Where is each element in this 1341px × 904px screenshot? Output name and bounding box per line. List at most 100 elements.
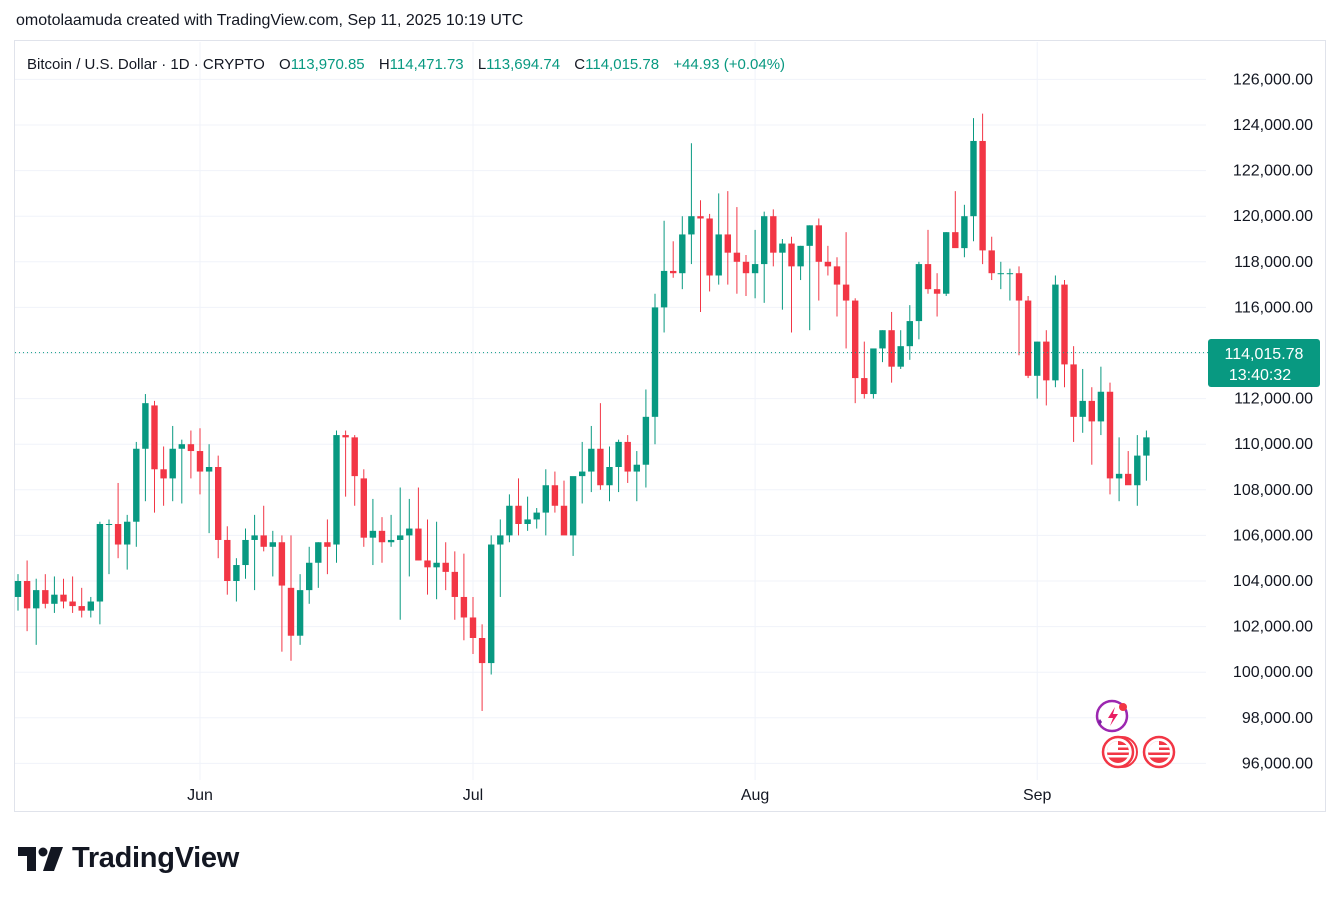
candle[interactable]: [624, 435, 631, 483]
candle[interactable]: [105, 519, 113, 575]
candle[interactable]: [897, 330, 904, 369]
candle[interactable]: [1061, 280, 1068, 388]
candle[interactable]: [1043, 330, 1050, 406]
us-flag-event-icon-1[interactable]: [1101, 735, 1138, 769]
candle[interactable]: [506, 494, 513, 543]
candle[interactable]: [1088, 387, 1095, 465]
candle[interactable]: [60, 578, 67, 609]
candle[interactable]: [660, 220, 668, 333]
candle[interactable]: [933, 273, 941, 317]
candle[interactable]: [1015, 266, 1023, 356]
candle[interactable]: [151, 400, 158, 513]
candle[interactable]: [124, 514, 131, 570]
candle[interactable]: [178, 439, 185, 504]
candle[interactable]: [906, 305, 913, 360]
candle[interactable]: [351, 435, 358, 506]
candle[interactable]: [742, 254, 750, 296]
candle[interactable]: [797, 245, 804, 281]
candle[interactable]: [406, 498, 413, 577]
candle[interactable]: [524, 496, 531, 531]
candle[interactable]: [296, 574, 304, 645]
candle[interactable]: [770, 209, 777, 267]
candle[interactable]: [51, 576, 58, 613]
candle[interactable]: [160, 446, 167, 506]
candle[interactable]: [1134, 435, 1141, 506]
candle[interactable]: [1006, 268, 1014, 301]
candle[interactable]: [569, 476, 577, 556]
candle[interactable]: [588, 425, 595, 493]
candle[interactable]: [287, 535, 295, 661]
candle[interactable]: [369, 498, 377, 566]
candle[interactable]: [679, 216, 686, 290]
candle[interactable]: [342, 430, 349, 497]
candle[interactable]: [852, 298, 859, 404]
candle[interactable]: [788, 236, 795, 333]
candle[interactable]: [542, 469, 549, 536]
candle[interactable]: [815, 218, 822, 301]
tradingview-branding[interactable]: TradingView: [18, 842, 239, 875]
candle[interactable]: [42, 574, 49, 609]
candle[interactable]: [33, 578, 40, 645]
candle[interactable]: [460, 553, 468, 641]
candle[interactable]: [451, 551, 458, 620]
candle[interactable]: [242, 528, 249, 579]
candle[interactable]: [1125, 451, 1132, 486]
candle[interactable]: [997, 261, 1004, 290]
candle[interactable]: [1070, 346, 1077, 442]
candle[interactable]: [442, 542, 449, 591]
chart-frame[interactable]: [14, 40, 1326, 812]
candle[interactable]: [306, 546, 313, 604]
candle[interactable]: [142, 394, 149, 502]
candle[interactable]: [315, 542, 322, 588]
candle[interactable]: [779, 239, 786, 310]
candle[interactable]: [1106, 382, 1114, 495]
candle[interactable]: [196, 428, 204, 495]
candle[interactable]: [269, 530, 276, 577]
candle[interactable]: [633, 451, 640, 502]
candle[interactable]: [497, 519, 504, 597]
candle[interactable]: [96, 521, 104, 625]
candle[interactable]: [469, 596, 477, 654]
candle[interactable]: [551, 471, 559, 513]
candle[interactable]: [715, 193, 722, 285]
candle[interactable]: [278, 535, 286, 652]
candle[interactable]: [133, 441, 140, 547]
candle[interactable]: [1079, 368, 1086, 433]
candle[interactable]: [215, 455, 222, 559]
candle[interactable]: [833, 257, 841, 317]
candle[interactable]: [842, 232, 850, 349]
candle[interactable]: [415, 487, 422, 561]
us-flag-event-icon-2[interactable]: [1142, 735, 1176, 769]
candle[interactable]: [961, 204, 968, 258]
candle[interactable]: [751, 229, 759, 299]
candle[interactable]: [943, 232, 950, 296]
candle[interactable]: [169, 425, 176, 502]
candle[interactable]: [761, 211, 768, 303]
candle[interactable]: [824, 245, 832, 276]
candle[interactable]: [1143, 430, 1150, 481]
candle[interactable]: [1097, 366, 1105, 436]
candle[interactable]: [1115, 437, 1123, 502]
candle[interactable]: [806, 225, 813, 331]
candle[interactable]: [579, 441, 586, 504]
candle[interactable]: [970, 118, 977, 242]
candle[interactable]: [387, 514, 395, 547]
candle[interactable]: [597, 403, 604, 490]
candle[interactable]: [187, 430, 195, 479]
candle[interactable]: [397, 487, 404, 620]
candle[interactable]: [606, 446, 613, 502]
candle[interactable]: [706, 213, 713, 292]
candle[interactable]: [478, 624, 486, 711]
candle[interactable]: [879, 330, 886, 363]
candle[interactable]: [333, 430, 340, 563]
news-event-icon[interactable]: [1095, 699, 1129, 733]
candle[interactable]: [424, 519, 431, 595]
candle[interactable]: [87, 596, 94, 618]
candle[interactable]: [697, 200, 704, 312]
candle[interactable]: [915, 261, 923, 340]
candle[interactable]: [688, 143, 695, 265]
candle[interactable]: [1024, 296, 1032, 379]
candle[interactable]: [14, 574, 22, 611]
candle[interactable]: [533, 508, 540, 529]
candle[interactable]: [861, 341, 868, 399]
